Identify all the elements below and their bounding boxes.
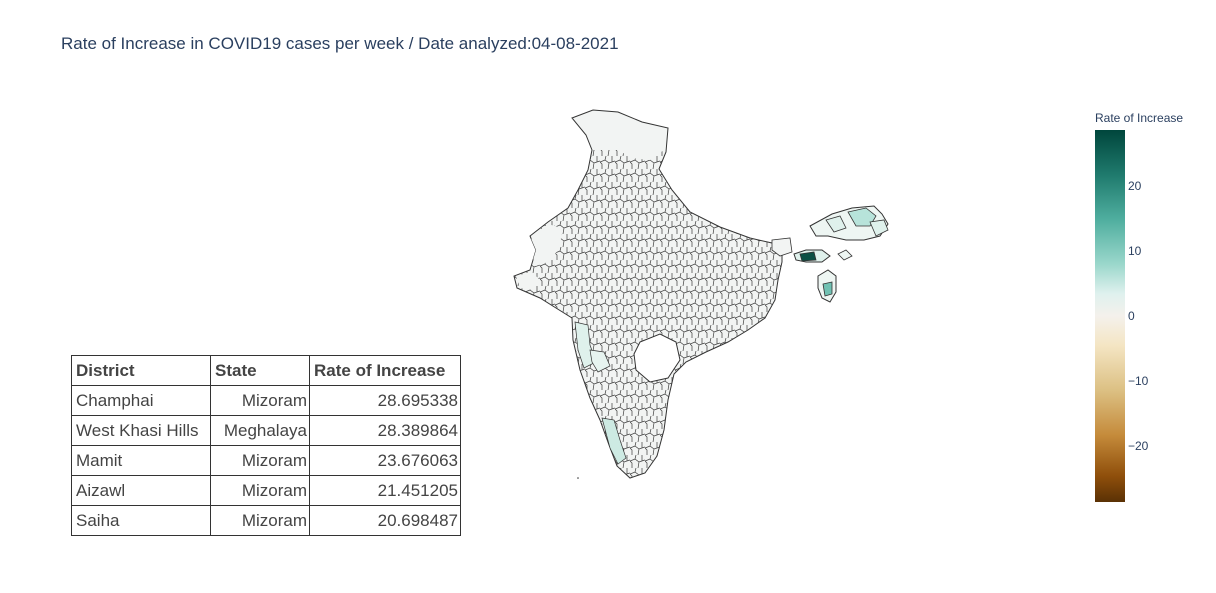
header-state: State — [210, 355, 310, 386]
district-cell: West Khasi Hills — [71, 415, 211, 446]
district-borders — [514, 111, 782, 478]
header-rate: Rate of Increase — [309, 355, 461, 386]
table-header-row: District State Rate of Increase — [71, 355, 461, 386]
island-dot — [577, 477, 579, 479]
top-districts-table: District State Rate of Increase Champhai… — [71, 355, 461, 536]
state-cell: Mizoram — [210, 475, 310, 506]
table-row: Saiha Mizoram 20.698487 — [71, 505, 461, 536]
chart-title: Rate of Increase in COVID19 cases per we… — [61, 34, 619, 53]
colorbar-title: Rate of Increase — [1095, 111, 1184, 125]
india-district-map[interactable] — [505, 100, 900, 485]
district-cell: Mamit — [71, 445, 211, 476]
colorbar-tick: −10 — [1128, 374, 1149, 388]
state-cell: Mizoram — [210, 505, 310, 536]
colorbar-tick: −20 — [1128, 439, 1149, 453]
state-cell: Meghalaya — [210, 415, 310, 446]
rate-cell: 23.676063 — [309, 445, 461, 476]
colorbar — [1095, 130, 1125, 502]
rate-cell: 28.389864 — [309, 415, 461, 446]
state-cell: Mizoram — [210, 385, 310, 416]
table-row: Aizawl Mizoram 21.451205 — [71, 475, 461, 506]
district-cell: Champhai — [71, 385, 211, 416]
table-row: Champhai Mizoram 28.695338 — [71, 385, 461, 416]
header-district: District — [71, 355, 211, 386]
rate-cell: 20.698487 — [309, 505, 461, 536]
district-cell: Saiha — [71, 505, 211, 536]
rate-cell: 28.695338 — [309, 385, 461, 416]
rate-cell: 21.451205 — [309, 475, 461, 506]
northeast-region[interactable] — [771, 205, 889, 303]
district-cell: Aizawl — [71, 475, 211, 506]
state-cell: Mizoram — [210, 445, 310, 476]
kerala-districts[interactable] — [601, 417, 627, 465]
colorbar-tick: 20 — [1128, 179, 1142, 193]
table-row: West Khasi Hills Meghalaya 28.389864 — [71, 415, 461, 446]
colorbar-tick: 10 — [1128, 244, 1142, 258]
maharashtra-districts[interactable] — [589, 349, 611, 373]
colorbar-tick: 0 — [1128, 309, 1135, 323]
table-row: Mamit Mizoram 23.676063 — [71, 445, 461, 476]
